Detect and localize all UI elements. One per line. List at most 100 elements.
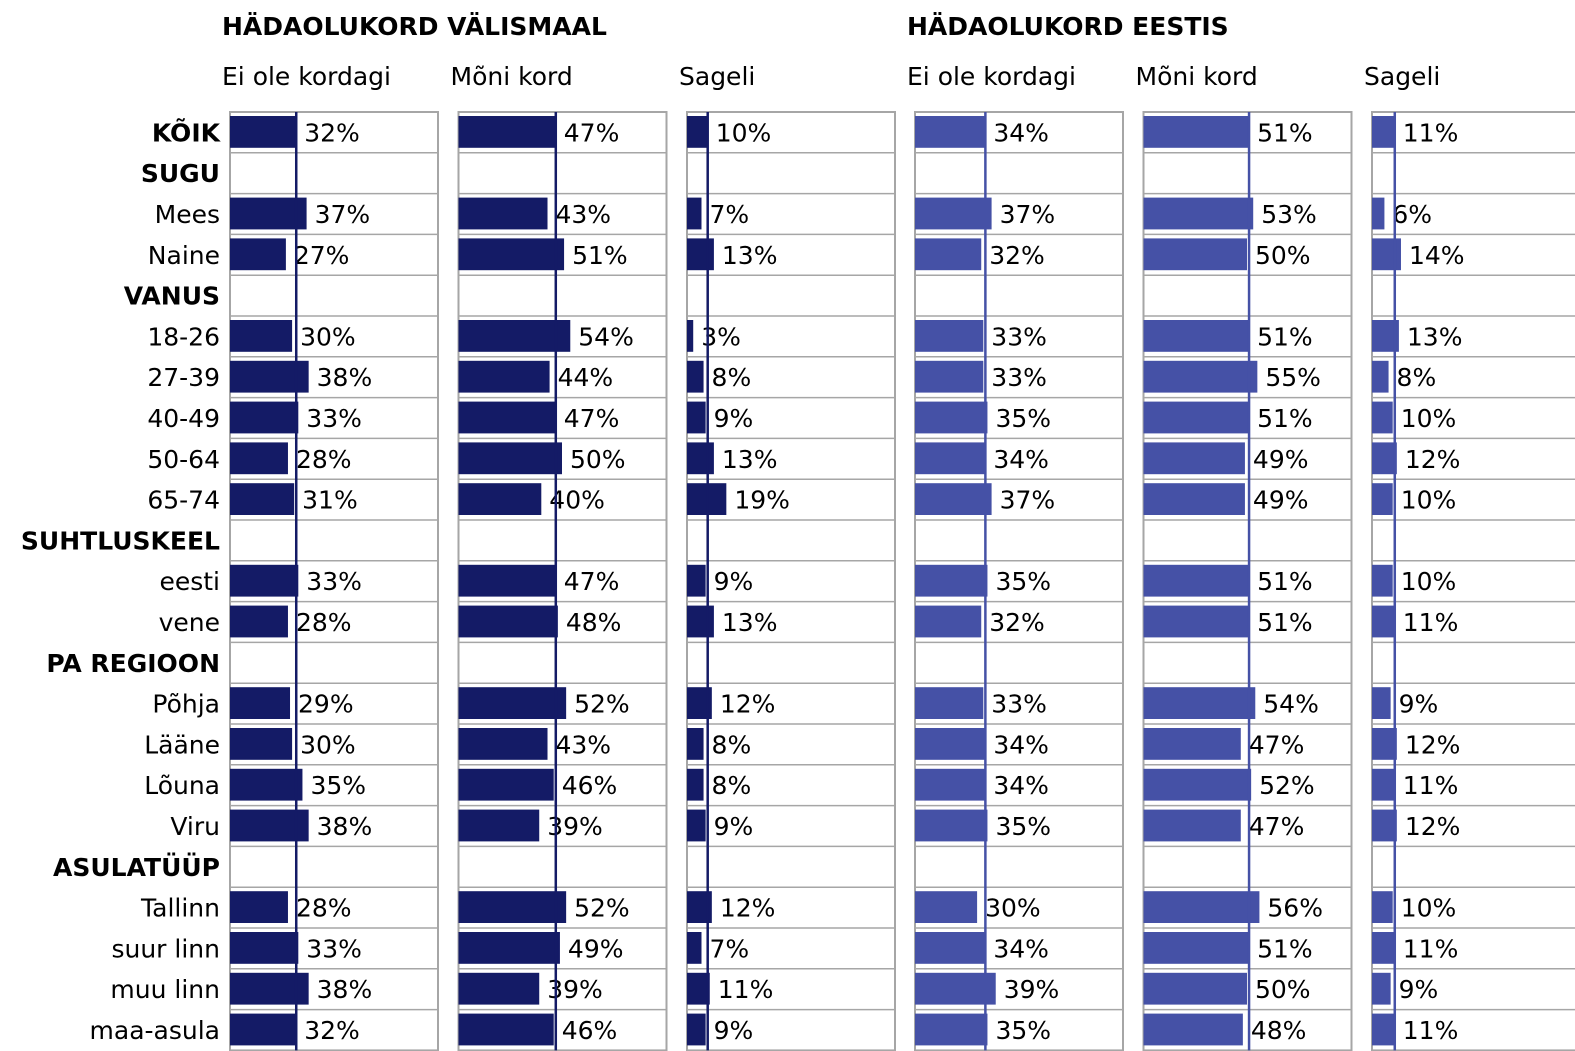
value-label: 35% [995,567,1051,596]
value-label: 11% [1403,934,1459,963]
bar [915,360,984,393]
value-label: 52% [574,690,630,719]
bar [915,238,982,271]
bar [458,809,540,842]
value-label: 11% [1403,771,1459,800]
bar [458,483,542,515]
bar [1372,768,1395,801]
value-label: 31% [302,486,358,515]
bar [230,564,299,597]
bar [458,442,562,475]
value-label: 37% [1000,200,1056,229]
bar [1143,891,1260,923]
row-label: PA REGIOON [46,649,220,678]
value-label: 10% [1401,894,1457,923]
bar [1372,238,1401,271]
row-label: 18-26 [147,322,220,351]
value-label: 12% [1405,730,1461,759]
value-label: 11% [718,975,774,1004]
value-label: 46% [562,1016,618,1045]
value-label: 30% [300,322,356,351]
bar [1143,238,1247,271]
value-label: 12% [720,690,776,719]
value-label: 33% [306,934,362,963]
bar [1143,605,1250,638]
bar [687,972,710,1005]
value-label: 30% [985,894,1041,923]
value-label: 8% [712,771,752,800]
value-label: 10% [1401,486,1457,515]
column-title: Mõni kord [451,62,573,91]
row-label: Põhja [152,690,220,719]
bar [915,320,984,352]
group-title: HÄDAOLUKORD EESTIS [907,11,1229,41]
bar [458,768,554,801]
bar [915,564,988,597]
value-label: 48% [566,608,622,637]
bar [230,605,288,638]
bar [1372,932,1395,964]
value-label: 34% [993,118,1049,147]
value-label: 39% [1004,975,1060,1004]
bar [458,320,571,352]
value-label: 6% [1392,200,1432,229]
bar [230,932,299,964]
row-label: Lääne [144,730,220,759]
value-label: 43% [556,200,612,229]
bar [1143,360,1258,393]
value-label: 33% [306,567,362,596]
value-label: 50% [570,445,626,474]
value-label: 32% [989,608,1045,637]
bar [1143,483,1245,515]
bar [230,401,299,434]
value-label: 43% [556,730,612,759]
value-label: 49% [568,934,624,963]
value-label: 35% [310,771,366,800]
column-title: Mõni kord [1136,62,1258,91]
bar [1143,972,1247,1005]
column-title: Sageli [1364,62,1440,91]
bar [1143,442,1245,475]
value-label: 9% [714,1016,754,1045]
bar [230,728,293,760]
bar [687,197,702,230]
value-label: 27% [294,241,350,270]
bar [458,605,558,638]
bar [458,972,540,1005]
column-title: Sageli [679,62,755,91]
bar [687,401,706,434]
bar [230,442,288,475]
row-label: Mees [155,200,220,229]
value-label: 12% [720,894,776,923]
row-label: SUGU [141,159,220,188]
value-label: 53% [1261,200,1317,229]
value-label: 11% [1403,608,1459,637]
bar [687,605,714,638]
value-label: 51% [1257,567,1313,596]
bar [1143,768,1252,801]
value-label: 19% [734,486,790,515]
value-label: 9% [714,567,754,596]
value-label: 35% [995,404,1051,433]
value-label: 49% [1253,445,1309,474]
value-label: 33% [991,322,1047,351]
value-label: 13% [722,241,778,270]
bar [915,891,978,923]
value-label: 13% [722,445,778,474]
bar [1372,1013,1395,1046]
bar [915,116,986,148]
bar [1372,483,1393,515]
value-label: 40% [549,486,605,515]
row-label: Naine [148,241,220,270]
bar [1372,687,1391,719]
value-label: 51% [1257,322,1313,351]
value-label: 48% [1251,1016,1307,1045]
value-label: 11% [1403,118,1459,147]
bar [915,809,988,842]
value-label: 49% [1253,486,1309,515]
bar [1143,728,1241,760]
value-label: 8% [1397,363,1437,392]
value-label: 46% [562,771,618,800]
bar [1143,687,1256,719]
